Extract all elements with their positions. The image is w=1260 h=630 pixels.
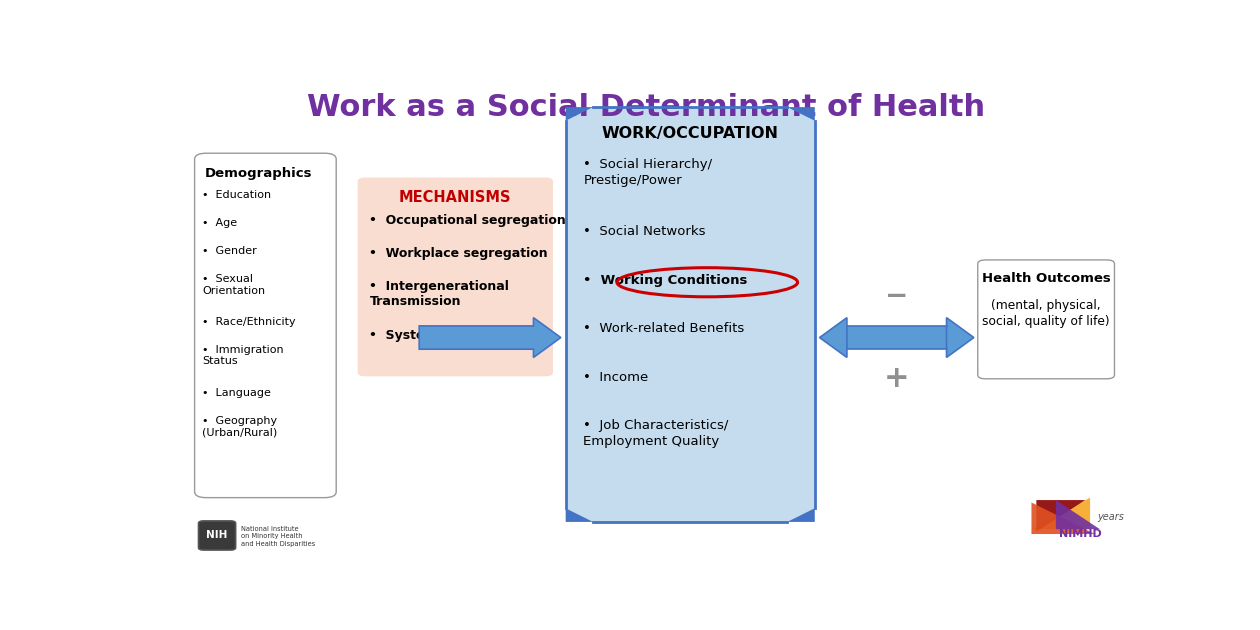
Text: •  Occupational segregation: • Occupational segregation [369,214,566,227]
FancyBboxPatch shape [847,326,946,349]
Text: •  Social Networks: • Social Networks [583,225,706,238]
Text: 10: 10 [1061,474,1100,503]
Text: •  Working Conditions: • Working Conditions [583,273,747,287]
Text: National Institute
on Minority Health
and Health Disparities: National Institute on Minority Health an… [242,526,316,547]
Text: WORK/OCCUPATION: WORK/OCCUPATION [602,125,779,140]
Polygon shape [1032,503,1095,534]
Text: NIH: NIH [207,530,228,541]
Text: Work as a Social Determinant of Health: Work as a Social Determinant of Health [306,93,985,122]
FancyArrow shape [420,318,561,357]
Text: •  Education: • Education [203,190,272,200]
FancyBboxPatch shape [358,178,553,376]
Polygon shape [788,107,815,121]
Text: −: − [885,282,908,311]
Text: •  Workplace segregation: • Workplace segregation [369,247,548,260]
Text: •  Intergenerational
Transmission: • Intergenerational Transmission [369,280,509,308]
Text: •  Work-related Benefits: • Work-related Benefits [583,322,745,335]
Text: NIMHD: NIMHD [1058,529,1101,539]
Text: +: + [885,364,910,393]
FancyArrow shape [819,318,847,357]
Text: MECHANISMS: MECHANISMS [399,190,512,205]
Text: •  Sexual
Orientation: • Sexual Orientation [203,274,266,295]
Polygon shape [1032,498,1090,529]
Text: (mental, physical,
social, quality of life): (mental, physical, social, quality of li… [983,299,1110,328]
Polygon shape [1036,500,1085,532]
Text: •  Geography
(Urban/Rural): • Geography (Urban/Rural) [203,416,277,437]
FancyBboxPatch shape [978,260,1115,379]
Text: years: years [1097,512,1124,522]
Text: •  Social Hierarchy/
Prestige/Power: • Social Hierarchy/ Prestige/Power [583,158,712,186]
Polygon shape [566,107,593,121]
Polygon shape [1056,500,1100,529]
Text: •  Job Characteristics/
Employment Quality: • Job Characteristics/ Employment Qualit… [583,419,728,447]
FancyBboxPatch shape [566,107,815,522]
Polygon shape [566,508,593,522]
Text: Health Outcomes: Health Outcomes [982,272,1110,285]
FancyBboxPatch shape [194,153,336,498]
Text: •  Language: • Language [203,387,271,398]
Text: •  Income: • Income [583,370,649,384]
Polygon shape [788,508,815,522]
Text: •  Age: • Age [203,218,238,227]
Text: •  Gender: • Gender [203,246,257,256]
Text: •  System-Level Pathways: • System-Level Pathways [369,329,552,342]
Text: Demographics: Demographics [204,167,312,180]
FancyBboxPatch shape [199,521,236,550]
FancyArrow shape [946,318,974,357]
Text: •  Immigration
Status: • Immigration Status [203,345,284,367]
Text: •  Race/Ethnicity: • Race/Ethnicity [203,317,296,327]
